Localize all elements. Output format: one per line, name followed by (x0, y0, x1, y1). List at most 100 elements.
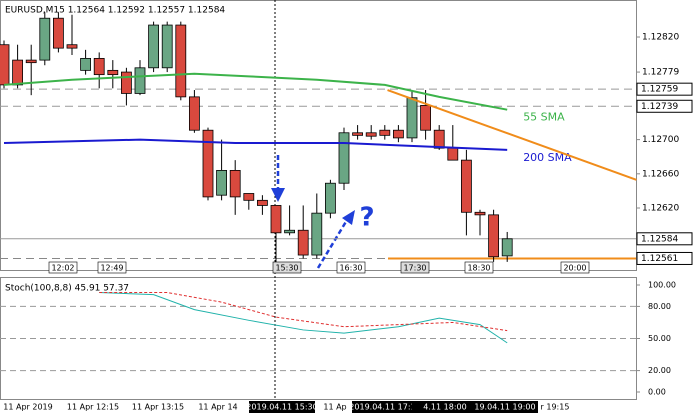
candle-body (433, 129, 445, 149)
candle-body (311, 212, 323, 256)
x-tick-label: 11 Apr 14 (198, 403, 237, 412)
candle-body (420, 105, 432, 131)
candle-body (216, 169, 228, 196)
y-tick-label: 1.12820 (642, 33, 679, 43)
time-box (400, 261, 430, 274)
x-label-box (249, 401, 315, 413)
x-tick-label: r 19:15 (541, 403, 570, 412)
x-tick-label: 11 Apr 13:15 (132, 403, 184, 412)
time-label: 17:30 (403, 264, 426, 273)
level-box (636, 232, 693, 246)
candle-body (202, 129, 214, 198)
x-label-box (472, 401, 538, 413)
candle-body (39, 17, 51, 61)
x-tick-label: 11 Ap (323, 403, 346, 412)
arrow-head (271, 188, 285, 202)
candle-body (12, 59, 24, 86)
y-tick-label: 1.12779 (642, 68, 679, 78)
candle-body (284, 229, 296, 234)
time-box (336, 261, 366, 274)
main-frame (0, 0, 637, 271)
x-label-box (352, 401, 418, 413)
arrow-head (342, 210, 355, 225)
level-box (636, 251, 693, 265)
candle-body (338, 132, 350, 184)
level-label: 1.12561 (641, 254, 678, 264)
candle-body (297, 229, 309, 256)
candle-body (107, 69, 119, 76)
candle-body (93, 57, 105, 76)
x-tick-label: 2019.04.11 17:15 (349, 403, 420, 412)
candle-body (0, 44, 10, 86)
y-tick-label: 20.00 (648, 366, 671, 375)
candle-body (80, 57, 91, 71)
level-box (636, 82, 693, 96)
level-label: 1.12759 (641, 85, 678, 95)
candle-body (379, 129, 391, 136)
time-label: 12:02 (51, 264, 74, 273)
legend-label: 55 SMA (523, 111, 565, 124)
candle-body (474, 211, 486, 216)
time-box (48, 261, 78, 274)
candle-body (488, 214, 500, 258)
legend-label: 200 SMA (523, 151, 572, 164)
time-label: 15:30 (275, 264, 298, 273)
stoch-line (99, 291, 508, 332)
y-tick-label: 1.12700 (642, 135, 679, 145)
x-tick-label: 11 Apr 2019 (3, 403, 52, 412)
candle-body (501, 238, 513, 257)
question-mark: ? (359, 203, 374, 233)
candle-body (175, 24, 187, 98)
y-tick-label: 0.00 (648, 388, 666, 397)
y-tick-label: 1.12660 (642, 169, 679, 179)
candle-body (447, 147, 459, 161)
candle-body (121, 71, 132, 94)
candle-body (352, 132, 364, 136)
candle-body (324, 182, 336, 214)
x-tick-label: 2019.04.11 15:30 (246, 403, 317, 412)
candle-body (406, 97, 418, 139)
candle-body (392, 129, 404, 139)
y-tick-label: 100.00 (648, 281, 676, 290)
y-tick-label: 1.12620 (642, 204, 679, 214)
candle-body (270, 205, 282, 234)
stoch-title: Stoch(100,8,8) 45.91 57.37 (5, 284, 129, 294)
time-label: 20:00 (563, 264, 586, 273)
candle-body (148, 24, 160, 69)
candle-body (365, 132, 377, 137)
time-box (97, 261, 127, 274)
time-label: 12:49 (100, 264, 123, 273)
x-tick-label: 4.11 18:00 (423, 403, 466, 412)
candle-body (256, 199, 268, 206)
level-label: 1.12584 (641, 234, 678, 244)
candle-body (188, 96, 200, 131)
candle-body (229, 169, 241, 198)
x-tick-label: 11 Apr 12:15 (67, 403, 119, 412)
chart-title: EURUSD,M15 1.12564 1.12592 1.12557 1.125… (5, 6, 225, 16)
y-tick-label: 80.00 (648, 302, 671, 311)
candle-body (134, 67, 146, 94)
time-label: 16:30 (339, 264, 362, 273)
time-box (560, 261, 590, 274)
time-box (464, 261, 494, 274)
trendline (387, 89, 637, 181)
candle-body (161, 24, 173, 69)
x-label-box (412, 401, 478, 413)
sma-line (3, 72, 508, 111)
candle-body (53, 17, 64, 49)
arrow-up (316, 219, 349, 269)
candle-body (460, 159, 472, 213)
level-label: 1.12739 (641, 102, 678, 112)
time-box (272, 261, 302, 274)
candle-body (25, 59, 37, 64)
time-label: 18:30 (467, 264, 490, 273)
sma-line (3, 138, 508, 151)
candle-body (243, 193, 255, 201)
candle-body (66, 44, 78, 49)
stoch-line (99, 291, 508, 344)
y-tick-label: 50.00 (648, 334, 671, 343)
level-box (636, 99, 693, 113)
x-tick-label: 19.04.11 19:00 (474, 403, 535, 412)
